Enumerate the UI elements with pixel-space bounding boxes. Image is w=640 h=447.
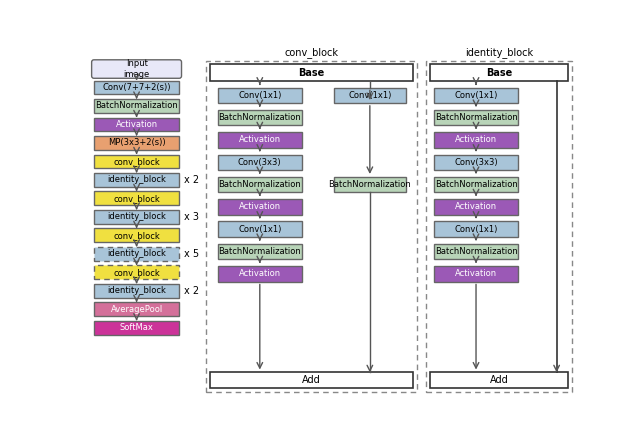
FancyBboxPatch shape <box>434 88 518 103</box>
Text: BatchNormalization: BatchNormalization <box>435 113 517 122</box>
FancyBboxPatch shape <box>94 191 179 205</box>
FancyBboxPatch shape <box>94 173 179 187</box>
Text: BatchNormalization: BatchNormalization <box>218 113 301 122</box>
Text: identity_block: identity_block <box>107 175 166 185</box>
Text: BatchNormalization: BatchNormalization <box>435 180 517 189</box>
Text: x 2: x 2 <box>184 175 199 185</box>
FancyBboxPatch shape <box>434 222 518 237</box>
FancyBboxPatch shape <box>430 372 568 388</box>
Text: MP(3x3+2(s)): MP(3x3+2(s)) <box>108 139 165 148</box>
FancyBboxPatch shape <box>434 177 518 192</box>
Text: x 3: x 3 <box>184 212 199 222</box>
Text: Conv(1x1): Conv(1x1) <box>348 91 392 100</box>
Text: Conv(3x3): Conv(3x3) <box>238 158 282 167</box>
FancyBboxPatch shape <box>218 199 301 215</box>
FancyBboxPatch shape <box>218 222 301 237</box>
Text: Input
image: Input image <box>124 59 150 79</box>
FancyBboxPatch shape <box>334 177 406 192</box>
FancyBboxPatch shape <box>334 88 406 103</box>
FancyBboxPatch shape <box>94 284 179 298</box>
Text: x 2: x 2 <box>184 286 199 296</box>
Text: conv_block: conv_block <box>113 268 160 277</box>
Bar <box>206 61 417 392</box>
Text: Add: Add <box>490 375 509 385</box>
FancyBboxPatch shape <box>434 155 518 170</box>
FancyBboxPatch shape <box>218 266 301 282</box>
FancyBboxPatch shape <box>434 132 518 148</box>
Text: Activation: Activation <box>115 120 157 129</box>
Text: Conv(1x1): Conv(1x1) <box>454 225 498 234</box>
Text: BatchNormalization: BatchNormalization <box>435 247 517 256</box>
Text: identity_block: identity_block <box>107 249 166 258</box>
Text: SoftMax: SoftMax <box>120 323 154 332</box>
FancyBboxPatch shape <box>94 155 179 169</box>
Text: Activation: Activation <box>239 135 281 144</box>
FancyBboxPatch shape <box>94 99 179 113</box>
FancyBboxPatch shape <box>430 64 568 81</box>
Text: conv_block: conv_block <box>285 47 339 58</box>
Text: Base: Base <box>299 68 325 78</box>
Text: BatchNormalization: BatchNormalization <box>95 101 178 110</box>
Text: Add: Add <box>302 375 321 385</box>
Text: BatchNormalization: BatchNormalization <box>328 180 412 189</box>
Text: Conv(1x1): Conv(1x1) <box>238 225 282 234</box>
FancyBboxPatch shape <box>94 136 179 150</box>
FancyBboxPatch shape <box>92 60 182 78</box>
FancyBboxPatch shape <box>210 372 413 388</box>
FancyBboxPatch shape <box>434 266 518 282</box>
Text: conv_block: conv_block <box>113 194 160 203</box>
FancyBboxPatch shape <box>94 80 179 94</box>
FancyBboxPatch shape <box>210 64 413 81</box>
Text: Conv(3x3): Conv(3x3) <box>454 158 498 167</box>
FancyBboxPatch shape <box>218 110 301 125</box>
FancyBboxPatch shape <box>94 302 179 316</box>
FancyBboxPatch shape <box>218 155 301 170</box>
FancyBboxPatch shape <box>434 110 518 125</box>
FancyBboxPatch shape <box>218 177 301 192</box>
FancyBboxPatch shape <box>218 88 301 103</box>
Bar <box>426 61 572 392</box>
Text: identity_block: identity_block <box>107 212 166 221</box>
Text: Base: Base <box>486 68 513 78</box>
Text: Conv(7+7+2(s)): Conv(7+7+2(s)) <box>102 83 171 92</box>
FancyBboxPatch shape <box>434 244 518 259</box>
Text: conv_block: conv_block <box>113 157 160 166</box>
Text: BatchNormalization: BatchNormalization <box>218 247 301 256</box>
FancyBboxPatch shape <box>218 244 301 259</box>
FancyBboxPatch shape <box>218 132 301 148</box>
Text: Activation: Activation <box>239 202 281 211</box>
FancyBboxPatch shape <box>434 199 518 215</box>
Text: Activation: Activation <box>455 135 497 144</box>
Text: Activation: Activation <box>239 270 281 278</box>
Text: AveragePool: AveragePool <box>111 305 163 314</box>
FancyBboxPatch shape <box>94 210 179 224</box>
Text: identity_block: identity_block <box>465 47 533 58</box>
FancyBboxPatch shape <box>94 321 179 335</box>
Text: Activation: Activation <box>455 270 497 278</box>
Text: Activation: Activation <box>455 202 497 211</box>
Text: conv_block: conv_block <box>113 231 160 240</box>
FancyBboxPatch shape <box>94 247 179 261</box>
Text: Conv(1x1): Conv(1x1) <box>454 91 498 100</box>
Text: Conv(1x1): Conv(1x1) <box>238 91 282 100</box>
Text: BatchNormalization: BatchNormalization <box>218 180 301 189</box>
FancyBboxPatch shape <box>94 266 179 279</box>
Text: x 5: x 5 <box>184 249 199 259</box>
Text: identity_block: identity_block <box>107 286 166 295</box>
FancyBboxPatch shape <box>94 118 179 131</box>
FancyBboxPatch shape <box>94 228 179 242</box>
